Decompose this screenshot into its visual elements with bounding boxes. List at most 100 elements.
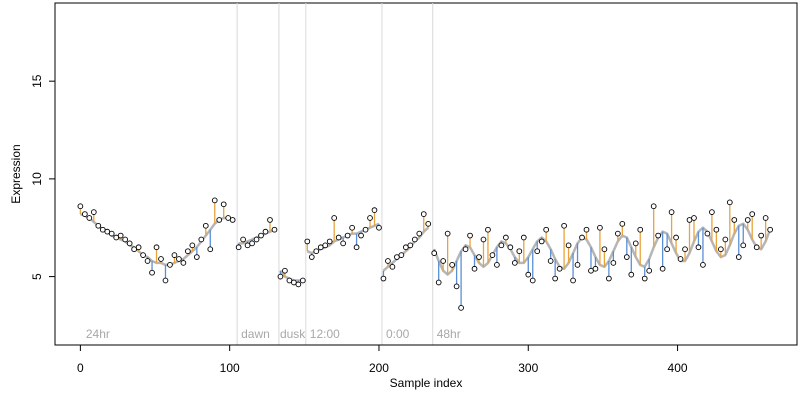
y-axis-title: Expression xyxy=(9,144,23,203)
data-point xyxy=(583,226,590,233)
data-point xyxy=(749,211,756,217)
data-point xyxy=(225,215,232,221)
data-point xyxy=(149,269,155,276)
data-point xyxy=(244,242,251,249)
data-point xyxy=(249,240,255,247)
data-point xyxy=(485,226,491,233)
residual-segments xyxy=(79,200,767,308)
data-point xyxy=(538,238,545,245)
data-point xyxy=(198,236,205,243)
data-point xyxy=(601,246,608,253)
data-point xyxy=(547,258,554,264)
data-point xyxy=(77,203,84,210)
data-point xyxy=(735,254,742,260)
data-point xyxy=(322,242,329,249)
data-point xyxy=(610,260,617,266)
data-point xyxy=(462,246,469,253)
data-point xyxy=(220,201,227,208)
data-point xyxy=(740,242,747,249)
data-point xyxy=(458,305,464,311)
segment-label: 48hr xyxy=(437,327,461,341)
y-axis: 5 10 15 xyxy=(30,74,56,280)
data-point xyxy=(632,240,639,247)
data-point xyxy=(565,242,572,249)
data-point xyxy=(340,240,346,247)
data-point xyxy=(171,252,178,258)
data-point xyxy=(358,232,364,239)
data-point xyxy=(331,215,338,221)
data-point xyxy=(90,209,97,215)
data-point xyxy=(344,232,351,239)
data-point xyxy=(167,262,173,268)
data-point xyxy=(646,267,653,274)
data-point xyxy=(520,234,527,241)
data-point xyxy=(253,236,260,243)
data-point xyxy=(402,244,409,251)
data-point xyxy=(291,279,297,286)
segment-label: 12:00 xyxy=(310,327,340,341)
data-point xyxy=(202,222,209,229)
data-points xyxy=(77,197,773,311)
data-point xyxy=(637,226,644,233)
data-point xyxy=(606,275,612,282)
data-point xyxy=(579,234,585,241)
data-point xyxy=(371,207,378,214)
data-point xyxy=(216,217,223,223)
data-point xyxy=(588,267,594,274)
data-point xyxy=(176,256,182,262)
data-point xyxy=(162,277,169,284)
data-point xyxy=(258,232,264,239)
data-point xyxy=(189,242,196,249)
x-tick-label: 200 xyxy=(369,361,389,375)
segment-label: 24hr xyxy=(86,327,110,341)
plot-frame xyxy=(54,2,798,346)
data-point xyxy=(440,258,447,264)
data-point xyxy=(207,246,214,253)
data-point xyxy=(117,232,124,239)
data-point xyxy=(614,230,621,237)
data-point xyxy=(295,281,302,288)
data-point xyxy=(682,246,688,253)
data-point xyxy=(709,209,715,215)
data-point xyxy=(131,246,137,253)
data-point xyxy=(489,252,496,258)
segment-label: dawn xyxy=(241,327,270,341)
data-point xyxy=(335,234,342,241)
data-point xyxy=(277,273,284,280)
x-tick-label: 400 xyxy=(668,361,688,375)
y-tick-label: 15 xyxy=(30,74,44,88)
data-point xyxy=(435,279,442,286)
data-point xyxy=(641,275,648,282)
x-tick-label: 100 xyxy=(220,361,240,375)
x-tick-label: 300 xyxy=(518,361,538,375)
data-point xyxy=(480,236,487,243)
data-point xyxy=(158,256,164,262)
data-point xyxy=(726,199,733,206)
data-point xyxy=(668,209,675,215)
data-point xyxy=(713,226,720,233)
data-point xyxy=(444,230,451,237)
data-point xyxy=(534,248,541,255)
data-point xyxy=(476,254,482,260)
data-point xyxy=(431,250,438,256)
segment-label: 0:00 xyxy=(386,327,410,341)
data-point xyxy=(673,234,679,241)
data-point xyxy=(135,244,142,251)
data-point xyxy=(349,224,355,231)
data-point xyxy=(471,265,478,272)
data-point xyxy=(104,228,111,235)
data-point xyxy=(731,217,738,223)
data-point xyxy=(385,258,391,264)
data-point xyxy=(153,244,160,251)
data-point xyxy=(467,232,473,239)
data-point xyxy=(271,226,278,233)
data-point xyxy=(267,217,273,223)
data-point xyxy=(574,262,581,268)
data-point xyxy=(494,262,500,268)
data-point xyxy=(193,254,200,260)
data-point xyxy=(758,232,765,239)
data-point xyxy=(744,217,751,223)
data-point xyxy=(353,244,360,251)
